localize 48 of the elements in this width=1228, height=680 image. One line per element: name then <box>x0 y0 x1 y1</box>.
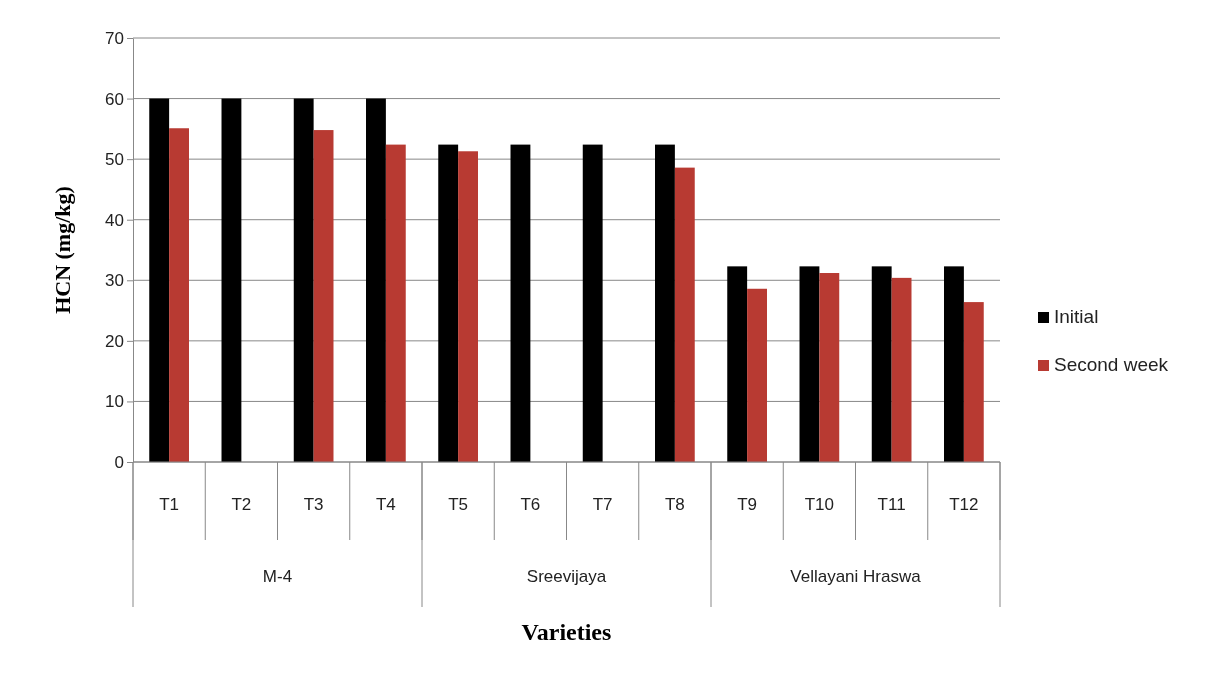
y-axis-title: HCN (mg/kg) <box>50 186 75 314</box>
text: Vellayani Hraswa <box>790 567 922 586</box>
bar <box>891 277 912 462</box>
bar <box>438 144 459 462</box>
legend-label: Second week <box>1054 354 1169 375</box>
x-axis-title: Varieties <box>521 619 612 645</box>
y-tick-label: 0 <box>114 452 124 472</box>
x-tick-label: T5 <box>448 495 469 514</box>
x-tick-label: T6 <box>520 495 541 514</box>
y-tick-label: 20 <box>105 331 124 351</box>
bar <box>655 144 675 462</box>
x-tick-label: T1 <box>159 495 180 514</box>
y-tick-label: 50 <box>105 150 124 170</box>
text: M-4 <box>262 567 293 586</box>
bar <box>963 302 984 462</box>
x-tick-label: T9 <box>737 495 758 514</box>
bar <box>674 167 695 462</box>
bar <box>313 130 334 462</box>
x-tick-label: T12 <box>949 495 979 514</box>
bar <box>944 266 964 462</box>
y-tick-label: 40 <box>105 210 124 230</box>
x-tick-label: T4 <box>375 495 396 514</box>
bar <box>458 151 478 462</box>
bar <box>169 128 189 462</box>
y-tick-label: 60 <box>105 89 124 109</box>
bar <box>799 266 820 462</box>
x-tick-label: T11 <box>877 495 906 514</box>
bar <box>366 98 386 462</box>
bar <box>747 288 767 462</box>
x-tick-label: T8 <box>664 495 685 514</box>
text: Sreevijaya <box>526 567 607 586</box>
bar <box>385 144 406 462</box>
x-tick-label: T2 <box>231 495 252 514</box>
bar <box>149 98 170 462</box>
x-tick-label: T10 <box>804 495 835 514</box>
y-tick-label: 10 <box>105 392 124 412</box>
bar <box>871 266 892 462</box>
y-tick-label: 30 <box>105 271 124 291</box>
bar <box>510 144 531 462</box>
bar <box>293 98 314 462</box>
x-tick-label: T7 <box>592 495 613 514</box>
bar <box>582 144 603 462</box>
y-tick-label: 70 <box>105 28 124 48</box>
bar <box>819 273 840 462</box>
x-tick-label: T3 <box>303 495 324 514</box>
bar <box>727 266 748 462</box>
bar <box>221 98 242 462</box>
legend-label: Initial <box>1054 306 1099 327</box>
